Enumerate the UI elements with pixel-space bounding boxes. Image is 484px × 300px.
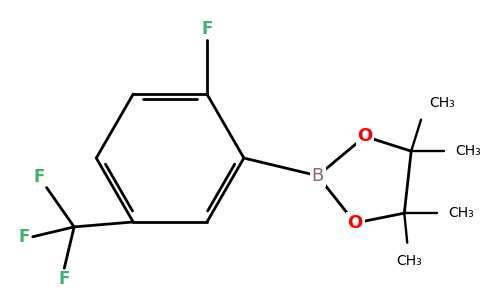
Text: CH₃: CH₃	[429, 96, 454, 110]
Text: B: B	[312, 167, 324, 185]
Text: O: O	[357, 128, 373, 146]
Text: CH₃: CH₃	[449, 206, 474, 220]
Text: CH₃: CH₃	[396, 254, 422, 268]
Text: F: F	[18, 228, 30, 246]
Text: F: F	[201, 20, 212, 38]
Text: F: F	[33, 168, 45, 186]
Text: CH₃: CH₃	[455, 144, 481, 158]
Text: O: O	[348, 214, 363, 232]
Text: F: F	[59, 270, 70, 288]
